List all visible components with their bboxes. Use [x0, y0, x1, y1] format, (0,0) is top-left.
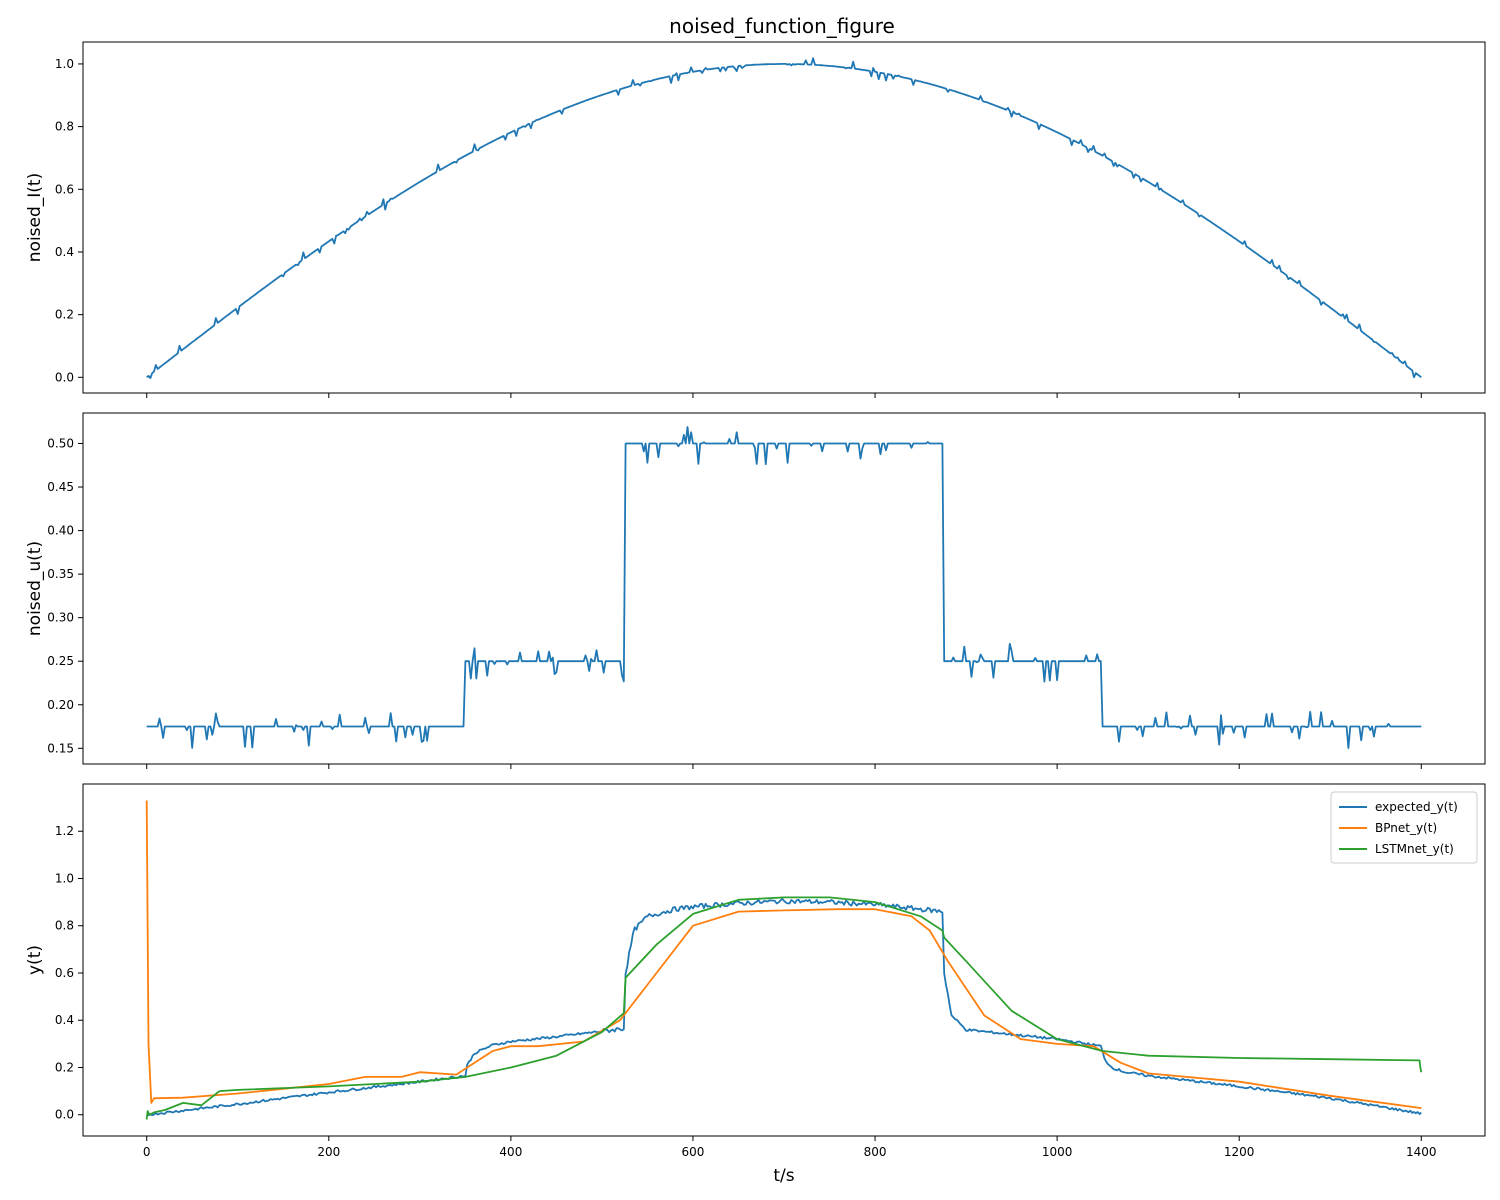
legend-box — [1330, 791, 1478, 864]
series-line-subplot1 — [146, 57, 1422, 379]
series-line-expected-y-t- — [146, 897, 1422, 1117]
series-line-bpnet-y-t- — [145, 800, 1422, 1109]
y-tick-label: 0.40 — [47, 524, 74, 538]
y-axis-label: noised_u(t) — [25, 541, 45, 636]
series-line-subplot2 — [146, 426, 1422, 749]
x-tick-label: 0 — [143, 1145, 151, 1159]
y-tick-label: 0.0 — [55, 1108, 74, 1122]
y-tick-label: 0.50 — [47, 436, 74, 450]
subplot-3: 0 200 400 600 800 1000 1200 1400 0.0 0.2 0.4 0.6 0.8… — [25, 783, 1486, 1186]
x-tick-label: 1400 — [1406, 1145, 1437, 1159]
y-tick-label: 0.6 — [55, 182, 74, 196]
y-tick-label: 0.45 — [47, 480, 74, 494]
y-tick-label: 0.2 — [55, 308, 74, 322]
x-axis-label: t/s — [773, 1166, 794, 1186]
plot-layer: 0.00.20.40.60.81.0noised_I(t)0.150.200.2… — [25, 41, 1486, 1186]
y-tick-label: 0.6 — [55, 966, 74, 980]
series-line-lstmnet-y-t- — [145, 896, 1423, 1120]
axes-frame — [82, 412, 1486, 765]
y-tick-label: 1.0 — [55, 871, 74, 885]
series-group — [146, 57, 1422, 379]
y-tick-label: 1.0 — [55, 57, 74, 71]
y-tick-label: 0.4 — [55, 245, 74, 259]
axes-frame — [82, 783, 1486, 1137]
y-tick-label: 0.8 — [55, 120, 74, 134]
subplot-1: 0.0 0.2 0.4 0.6 0.8 1.0 noised_I(t) — [25, 41, 1486, 398]
legend-entry: expected_y(t) — [1375, 800, 1458, 814]
x-tick-label: 200 — [317, 1145, 340, 1159]
y-tick-label: 1.2 — [55, 824, 74, 838]
y-tick-label: 0.4 — [55, 1013, 74, 1027]
y-tick-label: 0.25 — [47, 654, 74, 668]
subplot-2: 0.15 0.20 0.25 0.30 0.35 0.40 0.45 0.50 noised_u… — [25, 412, 1486, 769]
legend-entry: LSTMnet_y(t) — [1375, 842, 1454, 856]
x-tick-label: 1200 — [1224, 1145, 1255, 1159]
legend-entry: BPnet_y(t) — [1375, 821, 1437, 835]
x-tick-label: 400 — [499, 1145, 522, 1159]
y-tick-label: 0.20 — [47, 698, 74, 712]
y-axis-label: noised_I(t) — [25, 173, 45, 262]
legend: expected_y(t) BPnet_y(t) LSTMnet_y(t) — [1330, 791, 1478, 864]
y-tick-label: 0.0 — [55, 370, 74, 384]
x-tick-label: 800 — [864, 1145, 887, 1159]
y-tick-label: 0.8 — [55, 919, 74, 933]
axes-frame — [82, 41, 1486, 394]
y-tick-label: 0.2 — [55, 1060, 74, 1074]
y-tick-label: 0.35 — [47, 567, 74, 581]
x-tick-label: 600 — [682, 1145, 705, 1159]
series-group — [145, 800, 1423, 1120]
y-tick-label: 0.30 — [47, 611, 74, 625]
y-tick-label: 0.15 — [47, 741, 74, 755]
series-group — [146, 426, 1422, 749]
figure-title: noised_function_figure — [669, 14, 895, 38]
y-axis-label: y(t) — [25, 945, 45, 975]
x-tick-label: 1000 — [1042, 1145, 1073, 1159]
